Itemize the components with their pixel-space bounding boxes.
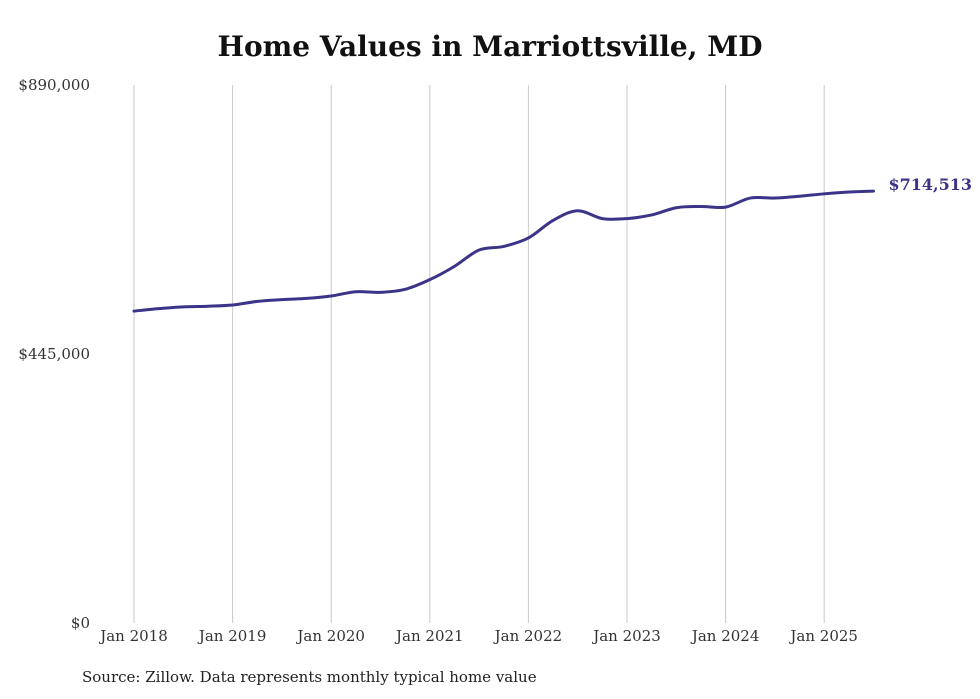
end-value-label: $714,513	[889, 175, 973, 194]
x-tick-label: Jan 2024	[690, 627, 760, 645]
x-tick-label: Jan 2022	[493, 627, 563, 645]
source-note: Source: Zillow. Data represents monthly …	[82, 668, 537, 686]
x-tick-label: Jan 2018	[98, 627, 168, 645]
x-tick-label: Jan 2025	[788, 627, 858, 645]
series-line	[132, 189, 875, 313]
y-tick-label: $890,000	[18, 76, 90, 94]
y-tick-label: $0	[71, 614, 90, 632]
x-tick-label: Jan 2021	[394, 627, 464, 645]
x-tick-label: Jan 2020	[295, 627, 365, 645]
chart-title: Home Values in Marriottsville, MD	[217, 30, 763, 63]
x-tick-label: Jan 2023	[591, 627, 661, 645]
x-tick-label: Jan 2019	[197, 627, 267, 645]
y-tick-label: $445,000	[18, 345, 90, 363]
